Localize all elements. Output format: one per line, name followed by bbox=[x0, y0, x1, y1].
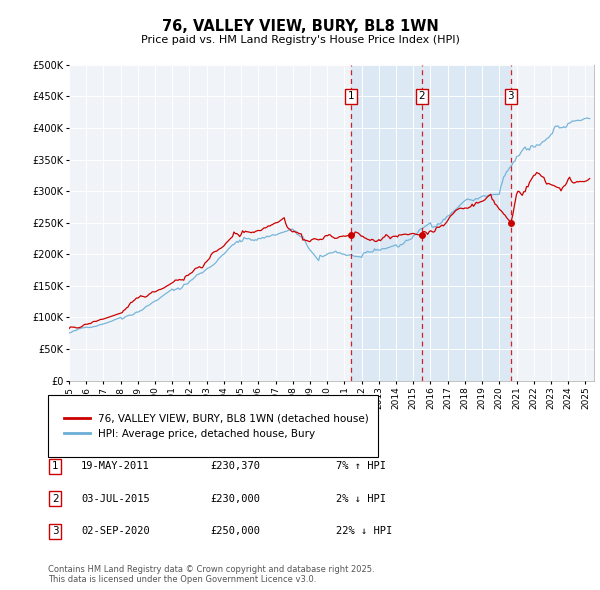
Text: 22% ↓ HPI: 22% ↓ HPI bbox=[336, 526, 392, 536]
Bar bbox=[351, 65, 511, 381]
Text: £230,000: £230,000 bbox=[210, 494, 260, 504]
Text: 3: 3 bbox=[508, 91, 514, 101]
Text: Contains HM Land Registry data © Crown copyright and database right 2025.
This d: Contains HM Land Registry data © Crown c… bbox=[48, 565, 374, 584]
Text: 2% ↓ HPI: 2% ↓ HPI bbox=[336, 494, 386, 504]
Text: 2: 2 bbox=[419, 91, 425, 101]
Text: Price paid vs. HM Land Registry's House Price Index (HPI): Price paid vs. HM Land Registry's House … bbox=[140, 35, 460, 45]
FancyBboxPatch shape bbox=[48, 395, 378, 457]
Text: 02-SEP-2020: 02-SEP-2020 bbox=[81, 526, 150, 536]
Text: 76, VALLEY VIEW, BURY, BL8 1WN: 76, VALLEY VIEW, BURY, BL8 1WN bbox=[161, 19, 439, 34]
Text: 3: 3 bbox=[52, 526, 59, 536]
Text: 03-JUL-2015: 03-JUL-2015 bbox=[81, 494, 150, 504]
Text: 1: 1 bbox=[347, 91, 354, 101]
Legend: 76, VALLEY VIEW, BURY, BL8 1WN (detached house), HPI: Average price, detached ho: 76, VALLEY VIEW, BURY, BL8 1WN (detached… bbox=[60, 409, 373, 443]
Text: 7% ↑ HPI: 7% ↑ HPI bbox=[336, 461, 386, 471]
Text: 19-MAY-2011: 19-MAY-2011 bbox=[81, 461, 150, 471]
Text: £250,000: £250,000 bbox=[210, 526, 260, 536]
Text: 2: 2 bbox=[52, 494, 59, 504]
Text: £230,370: £230,370 bbox=[210, 461, 260, 471]
Text: 1: 1 bbox=[52, 461, 59, 471]
